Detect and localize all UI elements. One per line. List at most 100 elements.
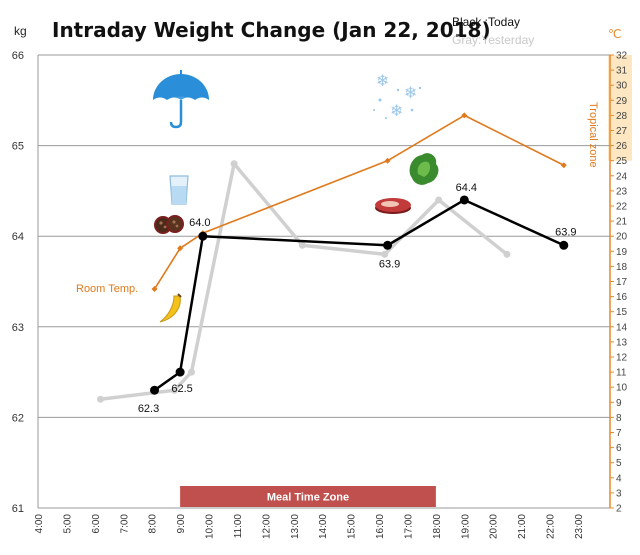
data-label: 64.4 <box>456 182 477 194</box>
data-point <box>150 385 160 395</box>
y2-tick-label: 31 <box>616 66 628 77</box>
y2-tick-label: 7 <box>616 428 622 439</box>
data-labels: 62.3 62.5 64.0 63.9 64.4 63.9 <box>138 182 577 415</box>
y2-tick-label: 19 <box>616 247 628 258</box>
data-point <box>459 195 469 205</box>
y2-tick-label: 25 <box>616 156 628 167</box>
data-label: 62.5 <box>171 383 192 395</box>
y-tick-label: 64 <box>12 231 24 243</box>
x-tick-label: 11:00 <box>233 514 244 539</box>
chart-title: Intraday Weight Change (Jan 22, 2018) <box>52 18 491 42</box>
x-tick-label: 13:00 <box>290 514 301 539</box>
series-line <box>100 161 509 402</box>
data-point <box>503 250 511 258</box>
data-point <box>175 367 185 377</box>
svg-text:❄: ❄ <box>376 71 389 90</box>
data-point <box>559 240 569 250</box>
steak-icon <box>375 198 411 214</box>
series-temperature <box>151 112 567 293</box>
data-point <box>383 240 393 250</box>
y2-tick-label: 26 <box>616 141 628 152</box>
data-point <box>384 157 391 164</box>
data-label: 63.9 <box>555 226 576 238</box>
y2-tick-label: 28 <box>616 111 628 122</box>
umbrella-icon <box>153 70 209 129</box>
series-line <box>153 198 565 392</box>
meal-time-zone-band <box>180 486 436 507</box>
y2-axis-unit: ℃ <box>608 27 621 41</box>
x-tick-label: 23:00 <box>574 514 585 539</box>
x-tick-label: 6:00 <box>91 514 102 534</box>
y-tick-label: 66 <box>12 50 24 62</box>
y2-tick-label: 20 <box>616 232 628 243</box>
y2-tick-label: 21 <box>616 217 628 228</box>
y2-tick-label: 27 <box>616 126 628 137</box>
data-point <box>560 162 567 169</box>
y2-tick-label: 5 <box>616 458 622 469</box>
data-point <box>381 250 389 258</box>
data-point <box>177 245 184 252</box>
y2-tick-label: 16 <box>616 292 628 303</box>
y2-tick-label: 15 <box>616 307 628 318</box>
x-tick-label: 8:00 <box>148 514 159 534</box>
y2-tick-label: 8 <box>616 413 622 424</box>
x-tick-label: 21:00 <box>517 514 528 539</box>
y-tick-label: 61 <box>12 503 24 515</box>
y2-tick-label: 12 <box>616 353 628 364</box>
x-tick-label: 9:00 <box>176 514 187 534</box>
svg-text:❄: ❄ <box>390 101 403 120</box>
y2-tick-label: 22 <box>616 202 628 213</box>
data-point <box>170 386 178 394</box>
tropical-zone-label: Tropical zone <box>587 102 599 168</box>
data-point <box>187 368 195 376</box>
data-label: 64.0 <box>189 217 210 229</box>
y2-tick-label: 3 <box>616 488 622 499</box>
data-point <box>435 196 443 204</box>
y2-tick-labels: 2345678910111213141516171819202122232425… <box>616 51 628 515</box>
y-axis-unit: kg <box>14 24 27 38</box>
y2-tick-label: 9 <box>616 398 622 409</box>
y-tick-label: 65 <box>12 141 24 153</box>
y2-tick-label: 23 <box>616 186 628 197</box>
y2-tick-label: 32 <box>616 51 628 62</box>
y2-tick-label: 13 <box>616 337 628 348</box>
data-point <box>97 395 105 403</box>
x-tick-label: 19:00 <box>460 514 471 539</box>
data-point <box>151 286 158 293</box>
y2-tick-label: 14 <box>616 322 628 333</box>
axes <box>37 54 614 509</box>
y2-tick-label: 11 <box>616 368 627 379</box>
y2-tick-label: 2 <box>616 504 622 515</box>
y2-tick-label: 6 <box>616 443 622 454</box>
series-today <box>150 195 569 395</box>
data-point <box>230 160 238 168</box>
x-tick-label: 22:00 <box>546 514 557 539</box>
y2-tick-label: 4 <box>616 473 622 484</box>
x-tick-label: 15:00 <box>347 514 358 539</box>
series-yesterday <box>97 160 511 403</box>
x-tick-label: 16:00 <box>375 514 386 539</box>
x-tick-label: 20:00 <box>489 514 500 539</box>
data-label: 63.9 <box>379 258 400 270</box>
legend-yesterday: Gray:Yesterday <box>452 33 534 47</box>
x-tick-label: 17:00 <box>403 514 414 539</box>
tropical-zone-band <box>608 55 632 161</box>
x-tick-label: 4:00 <box>34 514 45 534</box>
lettuce-icon <box>409 153 439 185</box>
banana-icon <box>159 293 182 323</box>
x-tick-label: 10:00 <box>205 514 216 539</box>
x-tick-label: 14:00 <box>318 514 329 539</box>
snowflakes-icon: ❄ ❄ ❄ <box>373 71 422 120</box>
y2-tick-label: 17 <box>616 277 628 288</box>
svg-text:❄: ❄ <box>404 83 417 102</box>
y2-tick-label: 18 <box>616 262 628 273</box>
data-point <box>198 231 208 241</box>
water-glass-icon <box>169 175 189 205</box>
data-point <box>298 241 306 249</box>
series-line <box>153 114 565 290</box>
x-tick-label: 7:00 <box>119 514 130 534</box>
room-temp-label: Room Temp. <box>76 283 138 295</box>
x-tick-labels: 4:00 5:00 6:00 7:00 8:00 9:00 10:00 11:00 12:00 1… <box>34 514 585 539</box>
data-label: 62.3 <box>138 403 159 415</box>
x-tick-label: 18:00 <box>432 514 443 539</box>
